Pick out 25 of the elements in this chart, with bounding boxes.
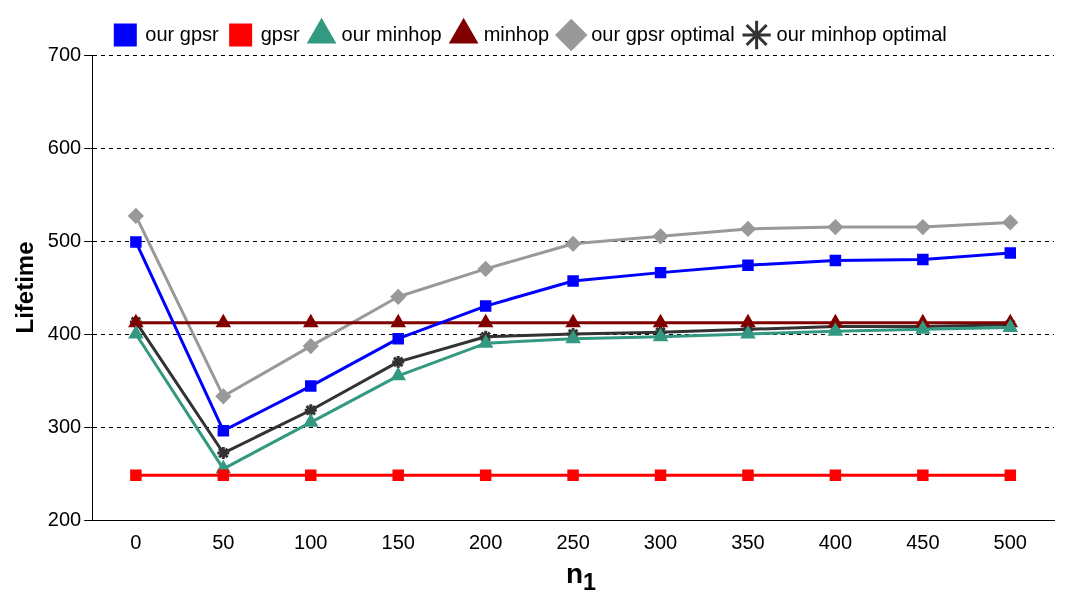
y-axis-title: Lifetime	[11, 241, 39, 334]
legend-label: minhop	[483, 22, 550, 45]
legend-label: gpsr	[260, 22, 300, 45]
y-tick-label: 500	[47, 228, 82, 251]
y-tick-label: 200	[47, 507, 82, 530]
legend-label: our minhop	[341, 22, 442, 45]
y-tick-label: 700	[47, 42, 82, 65]
legend-label: our minhop optimal	[776, 22, 947, 45]
x-tick-label: 250	[556, 530, 590, 553]
x-tick-label: 350	[731, 530, 765, 553]
x-tick-label: 100	[294, 530, 328, 553]
x-tick-label: 50	[212, 530, 235, 553]
x-tick-label: 150	[381, 530, 415, 553]
x-tick-label: 400	[818, 530, 853, 553]
legend-label: our gpsr	[145, 22, 219, 45]
x-tick-label: 200	[468, 530, 503, 553]
x-axis-title: n$_{1}$	[564, 558, 598, 596]
legend-label: our gpsr optimal	[591, 22, 735, 45]
x-tick-label: 500	[993, 530, 1027, 553]
x-tick-label: 450	[906, 530, 940, 553]
y-tick-label: 400	[47, 321, 82, 344]
y-tick-label: 600	[47, 135, 82, 158]
x-tick-label: 300	[643, 530, 678, 553]
x-tick-label: 0	[130, 530, 142, 553]
y-tick-label: 300	[47, 414, 82, 437]
